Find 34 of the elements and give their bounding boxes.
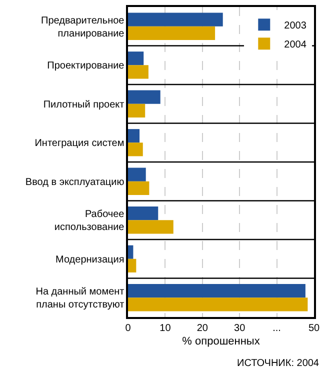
bar [128,142,143,156]
bar [128,129,140,143]
bar [128,298,308,312]
y-tick-label: Пилотный проект [43,99,125,110]
bar [128,12,223,26]
x-tick-label: 20 [196,322,208,334]
bar [128,284,306,298]
y-tick-label: На данный момент планы отсутствуют [36,286,125,311]
bar [128,220,174,234]
y-tick-label: Модернизация [56,254,124,266]
x-tick-label: 10 [160,322,172,334]
legend-label: 2004 [284,40,307,50]
bar [128,104,146,118]
bar [128,181,150,195]
bar [128,26,216,40]
x-tick-label: 50 [308,322,320,334]
bar [128,258,136,272]
y-tick-label: Ввод в эксплуатацию [25,176,125,188]
y-tick-label: Проектирование [47,60,125,72]
x-axis-title: % опрошенных [182,335,260,348]
bar [128,90,160,104]
y-tick-label: Предварительное планирование [41,15,125,40]
bar [128,65,148,79]
bar [128,52,144,66]
bar [128,168,146,182]
bar [128,206,158,220]
legend-label: 2003 [284,20,307,32]
bar [128,245,134,259]
x-tick-label: 30 [234,322,246,334]
y-tick-label: Интеграция систем [34,138,124,150]
x-tick-label: ... [272,322,281,334]
text: ИСТОЧНИК: 2004 [237,358,320,369]
y-tick-label: Рабочее использование [54,209,125,234]
x-tick-label: 0 [125,322,132,334]
